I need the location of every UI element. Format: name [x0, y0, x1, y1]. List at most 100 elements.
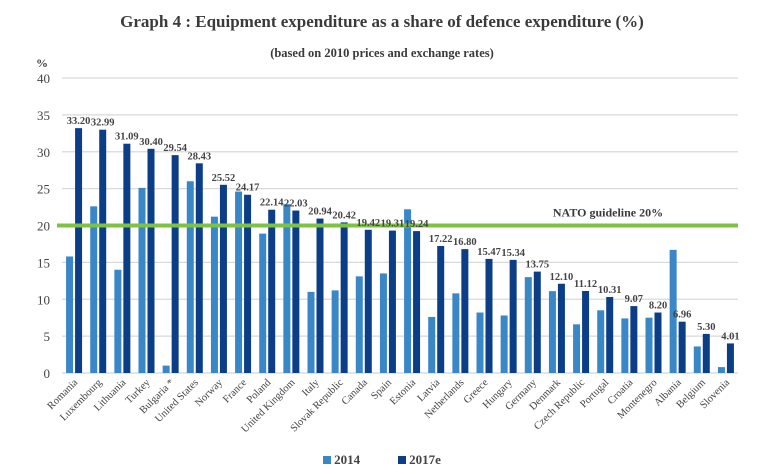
y-tick-label: 40: [37, 71, 50, 86]
chart-subtitle: (based on 2010 prices and exchange rates…: [270, 46, 494, 60]
data-label: 11.12: [574, 279, 597, 290]
data-label: 10.31: [598, 285, 622, 296]
bar-2017e-luxembourg: [99, 129, 107, 373]
data-label: 17.22: [429, 234, 453, 245]
y-tick-label: 0: [44, 366, 51, 381]
x-axis-labels: RomaniaLuxembourgLithuaniaTurkeyBulgaria…: [46, 377, 733, 435]
bar-2014-bulgaria--: [162, 365, 170, 373]
bar-2014-czech-republic: [573, 324, 581, 373]
bar-2017e-belgium: [702, 333, 710, 373]
legend-item-2014: 2014: [323, 452, 360, 468]
data-label: 19.42: [356, 218, 380, 229]
y-axis-ticks: 0 5 10 15 20 25 30 35 40: [37, 71, 50, 381]
bars: [66, 128, 734, 373]
bar-2014-luxembourg: [90, 206, 98, 373]
y-tick-label: 35: [37, 108, 50, 123]
bar-2017e-netherlands: [461, 249, 469, 373]
bar-2014-belgium: [693, 346, 701, 373]
bar-2017e-united-kingdom: [292, 210, 300, 373]
bar-2017e-poland: [268, 209, 276, 373]
legend-swatch-2014: [323, 456, 332, 464]
data-label: 20.94: [308, 207, 332, 218]
bar-2017e-germany: [533, 271, 541, 373]
bar-2017e-latvia: [437, 246, 445, 373]
legend-label-2017e: 2017e: [409, 452, 441, 467]
data-label: 29.54: [163, 143, 187, 154]
bar-2014-lithuania: [114, 269, 122, 373]
data-label: 16.80: [453, 237, 477, 248]
data-label: 6.96: [673, 310, 691, 321]
data-label: 19.31: [381, 219, 405, 230]
data-label: 19.24: [405, 219, 429, 230]
bar-2014-united-kingdom: [283, 204, 291, 373]
x-tick-label: Estonia: [388, 377, 418, 407]
legend-label-2014: 2014: [334, 452, 361, 467]
bar-2017e-italy: [316, 218, 324, 373]
x-tick-label: Norway: [193, 377, 225, 409]
y-tick-label: 30: [37, 145, 50, 160]
data-label: 9.07: [625, 294, 643, 305]
data-label: 28.43: [187, 151, 211, 162]
bar-2014-netherlands: [452, 293, 460, 373]
data-label: 5.30: [697, 322, 715, 333]
bar-2014-montenegro: [645, 317, 653, 373]
bar-2014-france: [235, 191, 243, 373]
x-tick-label: France: [221, 377, 249, 405]
data-label: 33.20: [67, 116, 91, 127]
data-label: 30.40: [139, 137, 163, 148]
bar-2017e-romania: [75, 128, 83, 373]
bar-2014-croatia: [621, 318, 629, 373]
bar-2017e-albania: [678, 321, 686, 373]
data-label: 31.09: [115, 132, 139, 143]
bar-2017e-czech-republic: [582, 290, 590, 373]
legend-swatch-2017e: [398, 456, 407, 464]
bar-2014-greece: [476, 312, 484, 373]
bar-2017e-canada: [364, 229, 372, 373]
x-tick-label: Canada: [340, 377, 370, 407]
data-label: 22.03: [284, 199, 308, 210]
bar-2017e-slovenia: [726, 343, 734, 373]
bar-2014-albania: [669, 249, 677, 373]
data-label: 15.47: [477, 247, 501, 258]
bar-2014-italy: [307, 291, 315, 373]
chart-title: Graph 4 : Equipment expenditure as a sha…: [120, 12, 644, 31]
bar-2014-poland: [259, 233, 267, 373]
bar-2014-slovak-republic: [331, 290, 339, 373]
legend-item-2017e: 2017e: [398, 452, 441, 468]
bar-2014-hungary: [500, 315, 508, 373]
bar-2014-slovenia: [717, 367, 725, 373]
bar-2017e-spain: [388, 230, 396, 373]
nato-guideline-label: NATO guideline 20%: [553, 206, 663, 220]
bar-2017e-greece: [485, 258, 493, 373]
bar-2014-spain: [379, 273, 387, 373]
y-tick-label: 20: [37, 219, 50, 234]
bar-2017e-turkey: [147, 148, 155, 373]
data-label: 24.17: [236, 183, 260, 194]
bar-2017e-norway: [219, 184, 227, 373]
reference-line-group: NATO guideline 20%: [57, 206, 738, 228]
bar-2017e-bulgaria--: [171, 155, 179, 373]
data-label: 4.01: [721, 331, 739, 342]
bar-2014-latvia: [428, 316, 436, 373]
bar-2017e-montenegro: [654, 312, 662, 373]
bar-2014-turkey: [138, 187, 146, 373]
bar-2017e-denmark: [557, 283, 565, 373]
y-axis-unit: %: [36, 56, 48, 70]
data-label: 20.42: [332, 210, 356, 221]
data-label: 32.99: [91, 118, 115, 129]
bar-2014-portugal: [597, 310, 605, 373]
data-label: 25.52: [212, 173, 236, 184]
bar-2014-norway: [210, 216, 218, 373]
bar-2014-united-states: [186, 181, 194, 373]
bar-2017e-lithuania: [123, 143, 131, 373]
y-tick-label: 5: [44, 329, 51, 344]
bar-2014-estonia: [404, 209, 412, 373]
bar-2017e-croatia: [630, 306, 638, 373]
data-label: 12.10: [550, 272, 574, 283]
y-tick-label: 10: [37, 292, 50, 307]
data-label: 15.34: [501, 248, 525, 259]
bar-2014-romania: [66, 256, 74, 373]
bar-2017e-france: [244, 194, 252, 373]
